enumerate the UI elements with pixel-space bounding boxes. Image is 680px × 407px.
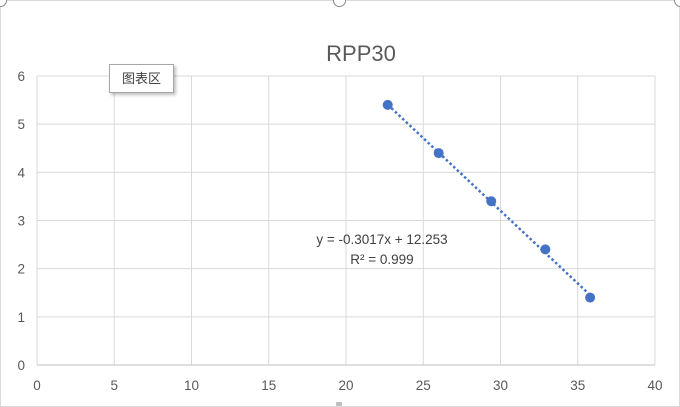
trendline-equation[interactable]: y = -0.3017x + 12.253 — [316, 232, 447, 247]
data-point — [486, 196, 497, 207]
x-tick-label: 0 — [33, 378, 41, 393]
y-tick-label: 1 — [17, 310, 25, 325]
trendline — [386, 103, 591, 296]
trendline-r-squared[interactable]: R² = 0.999 — [350, 252, 413, 267]
trendline-layer — [386, 103, 591, 296]
chart-title[interactable]: RPP30 — [326, 41, 396, 66]
chart-area-tooltip: 图表区 — [109, 64, 174, 93]
gridlines — [36, 75, 656, 366]
data-point — [540, 244, 551, 255]
x-tick-label: 30 — [493, 378, 508, 393]
tick-labels: 0 5 10 15 20 25 30 35 40 0 1 2 3 4 5 6 — [17, 69, 662, 393]
y-tick-label: 4 — [17, 165, 25, 180]
x-tick-label: 5 — [110, 378, 118, 393]
data-points — [382, 99, 596, 303]
x-tick-label: 20 — [338, 378, 353, 393]
resize-handle-top-right[interactable] — [674, 0, 680, 7]
y-tick-label: 3 — [17, 214, 25, 229]
data-point — [433, 148, 444, 159]
data-point — [585, 292, 596, 303]
x-tick-label: 25 — [416, 378, 431, 393]
axis-title-placeholder — [336, 402, 342, 406]
x-tick-label: 15 — [261, 378, 276, 393]
x-tick-label: 40 — [647, 378, 662, 393]
data-point — [382, 99, 393, 110]
x-tick-label: 10 — [184, 378, 199, 393]
y-tick-label: 0 — [17, 358, 25, 373]
y-tick-label: 6 — [17, 69, 25, 84]
x-tick-label: 35 — [570, 378, 585, 393]
y-tick-label: 2 — [17, 262, 25, 277]
y-tick-label: 5 — [17, 117, 25, 132]
